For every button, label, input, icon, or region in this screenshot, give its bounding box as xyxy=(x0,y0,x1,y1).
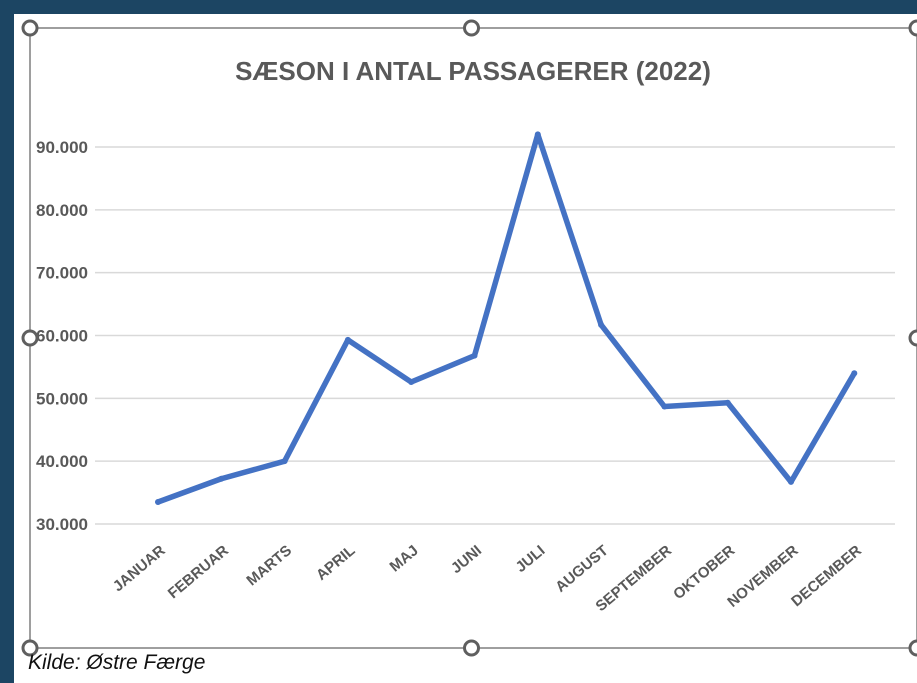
resize-handle[interactable] xyxy=(21,639,39,657)
data-point[interactable] xyxy=(661,403,668,410)
data-point[interactable] xyxy=(218,475,225,482)
resize-handle[interactable] xyxy=(21,19,39,37)
data-point[interactable] xyxy=(788,478,794,485)
data-point[interactable] xyxy=(851,370,858,377)
data-point[interactable] xyxy=(344,336,351,343)
data-point[interactable] xyxy=(471,352,478,359)
chart-area xyxy=(14,14,917,683)
resize-handle[interactable] xyxy=(908,639,917,657)
source-caption: Kilde: Østre Færge xyxy=(28,651,206,674)
series-line[interactable] xyxy=(155,131,858,505)
y-tick-label: 70.000 xyxy=(36,264,88,283)
resize-handle[interactable] xyxy=(463,639,480,657)
y-tick-label: 50.000 xyxy=(36,389,88,408)
data-point[interactable] xyxy=(598,321,605,328)
data-point[interactable] xyxy=(155,499,161,506)
data-point[interactable] xyxy=(724,399,731,406)
resize-handle[interactable] xyxy=(21,329,39,347)
data-point[interactable] xyxy=(534,131,541,138)
y-axis-labels: 30.000 40.000 50.000 60.000 70.000 80.000 90.0… xyxy=(36,138,88,534)
resize-handle[interactable] xyxy=(908,19,917,37)
y-tick-label: 40.000 xyxy=(36,452,88,471)
y-tick-label: 60.000 xyxy=(36,327,88,346)
data-point[interactable] xyxy=(408,378,415,385)
data-series xyxy=(155,131,858,506)
chart-title: SÆSON I ANTAL PASSAGERER (2022) xyxy=(235,56,711,86)
y-tick-label: 90.000 xyxy=(36,138,88,157)
resize-handle[interactable] xyxy=(463,19,480,37)
y-tick-label: 30.000 xyxy=(36,515,88,534)
gridlines xyxy=(95,146,895,525)
resize-handle[interactable] xyxy=(908,329,917,347)
data-point[interactable] xyxy=(281,458,288,465)
y-tick-label: 80.000 xyxy=(36,201,88,220)
selection-handles xyxy=(21,19,917,657)
